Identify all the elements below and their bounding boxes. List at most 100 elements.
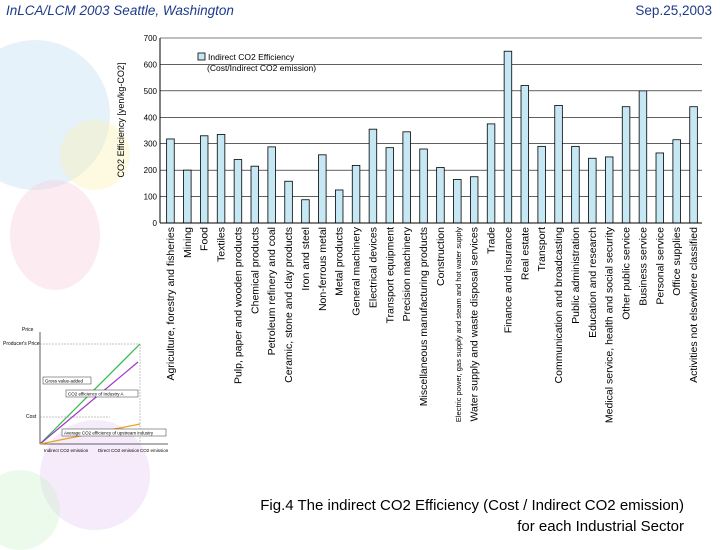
y-tick-label: 200 (144, 166, 158, 175)
x-category-label: Iron and steel (300, 227, 312, 291)
x-category-label: Food (199, 227, 211, 251)
bar-30 (672, 139, 681, 224)
x-category-label: Electric power, gas supply and steam and… (454, 227, 463, 422)
x-category-label: Office supplies (671, 227, 683, 296)
inset-direct-emission: Direct CO2 emission (98, 448, 140, 453)
y-tick-label: 100 (144, 193, 158, 202)
inset-purple-line (39, 361, 139, 445)
bar-22 (537, 145, 546, 224)
bar-12 (368, 128, 378, 224)
bar-13 (385, 147, 395, 224)
bar-5 (250, 165, 260, 224)
inset-label-box-1 (42, 376, 92, 385)
x-category-label: Electrical devices (367, 227, 379, 308)
background-blob-3 (60, 120, 130, 190)
y-axis-title: CO2 Efficiency [yen/kg-CO2] (116, 63, 126, 178)
bar-27 (621, 106, 631, 224)
inset-label-box-2 (65, 389, 139, 398)
x-category-label: Medical service, health and social secur… (604, 226, 616, 423)
bar-21 (520, 85, 530, 224)
y-tick-label: 700 (144, 34, 158, 43)
bar-4 (233, 159, 243, 224)
background-blob-4 (40, 420, 150, 530)
x-category-label: Miscellaneous manufacturing products (418, 227, 430, 406)
y-tick-label: 300 (144, 140, 158, 149)
bar-0 (166, 138, 175, 224)
bar-11 (351, 164, 361, 224)
x-category-label: Ceramic, stone and clay products (283, 227, 295, 383)
figure-caption: Fig.4 The indirect CO2 Efficiency (Cost … (160, 495, 684, 537)
bar-1 (183, 169, 192, 224)
x-category-label: General machinery (351, 226, 363, 315)
price-co2-inset-diagram: Price Producer's Price Gross value-added… (3, 327, 169, 453)
legend: Indirect CO2 Efficiency (Cost/Indirect C… (197, 52, 316, 73)
x-category-label: Mining (182, 227, 194, 258)
inset-cost-label: Cost (26, 414, 37, 420)
bar-25 (588, 157, 597, 224)
y-tick-label: 600 (144, 60, 158, 69)
y-tick-labels: 0 100 200 300 400 500 600 700 (144, 34, 158, 228)
bar-9 (318, 154, 327, 224)
caption-line-2: for each Industrial Sector (517, 518, 684, 535)
x-category-label: Agriculture, forestry and fisheries (165, 227, 177, 380)
x-category-label: Finance and insurance (502, 227, 514, 333)
bar-18 (469, 176, 479, 224)
bar-7 (284, 180, 293, 224)
event-title: InLCA/LCM 2003 Seattle, Washington (6, 3, 234, 18)
inset-gross-value-added: Gross value-added (45, 379, 84, 384)
y-tick-label: 400 (144, 113, 158, 122)
y-tick-label: 0 (153, 219, 158, 228)
bar-17 (453, 178, 462, 224)
x-category-label: Metal products (334, 227, 346, 296)
inset-efficiency-a: CO2 efficiency of Industry A (68, 392, 123, 397)
bar-16 (436, 167, 445, 224)
x-category-label: Public administration (570, 227, 582, 324)
legend-label-line2: (Cost/Indirect CO2 emission) (207, 63, 316, 73)
bar-14 (402, 131, 411, 224)
x-category-label: Petroleum refinery and coal (266, 227, 278, 355)
x-category-label: Transport (536, 227, 548, 272)
inset-label-box-3 (61, 428, 167, 437)
x-category-label: Business service (637, 227, 649, 306)
inset-average-efficiency: Average CO2 efficiency of upstream indus… (64, 431, 154, 436)
x-category-label: Construction (435, 227, 447, 286)
x-category-label: Personal service (654, 227, 666, 305)
caption-line-1: Fig.4 The indirect CO2 Efficiency (Cost … (260, 497, 684, 514)
bar-series (166, 50, 698, 224)
bar-2 (199, 135, 209, 224)
bar-20 (503, 50, 513, 224)
event-date: Sep.25,2003 (635, 3, 712, 18)
bar-8 (301, 199, 310, 224)
x-category-label: Non-ferrous metal (317, 227, 329, 311)
legend-swatch (197, 52, 206, 61)
x-category-label: Chemical products (249, 227, 261, 314)
bar-23 (554, 104, 563, 224)
inset-x-label: CO2 emission (140, 448, 169, 453)
x-category-label: Precision machinery (401, 226, 413, 321)
x-category-label: Transport equipment (384, 227, 396, 324)
x-category-label: Communication and broadcasting (553, 227, 565, 384)
x-category-label: Other public service (621, 227, 633, 320)
x-category-label: Real estate (519, 227, 531, 280)
bar-26 (604, 156, 614, 224)
bar-29 (655, 152, 665, 224)
inset-indirect-emission: Indirect CO2 emission (44, 448, 89, 453)
x-category-label: Water supply and waste disposal services (469, 227, 481, 422)
x-category-label: Textiles (216, 227, 228, 262)
inset-y-label: Price (22, 327, 34, 333)
y-tick-label: 500 (144, 87, 158, 96)
bar-15 (419, 148, 428, 224)
bar-28 (638, 90, 648, 224)
bar-19 (486, 123, 496, 224)
inset-producer-price: Producer's Price (3, 341, 40, 347)
bar-31 (689, 106, 698, 224)
x-category-label: Trade (486, 227, 498, 254)
x-category-label: Education and research (587, 227, 599, 338)
x-category-label: Pulp, paper and wooden products (232, 227, 244, 384)
background-blob-2 (10, 180, 100, 290)
x-category-label: Activities not elsewhere classified (688, 227, 700, 383)
bar-24 (571, 145, 580, 224)
bar-6 (267, 146, 276, 224)
bar-3 (216, 134, 226, 224)
